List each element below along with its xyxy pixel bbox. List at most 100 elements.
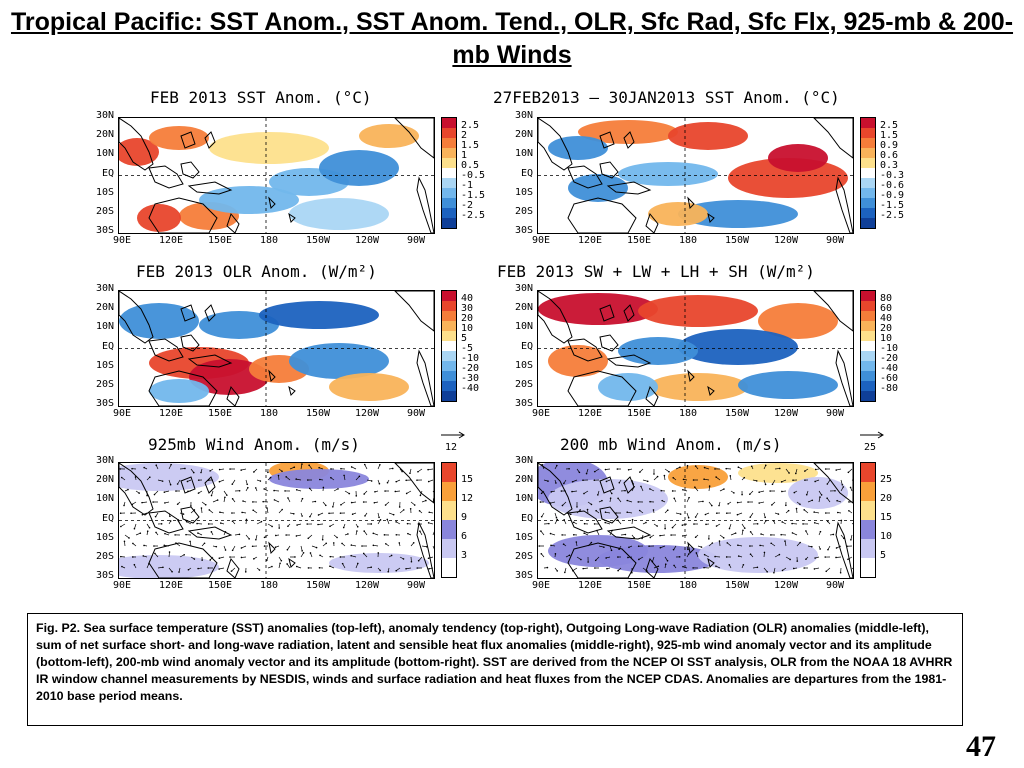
colorbar-swatch <box>442 520 456 539</box>
colorbar-label: 10 <box>880 333 893 344</box>
colorbar-swatch <box>861 501 875 520</box>
colorbar-swatch <box>442 148 456 158</box>
lat-label: EQ <box>101 167 114 179</box>
lon-label: 120E <box>577 408 603 419</box>
lat-label: 20N <box>95 474 114 486</box>
lon-label: 150E <box>626 580 652 591</box>
colorbar-label: -20 <box>461 363 480 374</box>
colorbar-swatch <box>861 178 875 188</box>
colorbar-swatch <box>861 391 875 401</box>
lon-label: 120E <box>158 580 184 591</box>
colorbar-label: 80 <box>880 293 893 304</box>
figure-caption: Fig. P2. Sea surface temperature (SST) a… <box>27 613 963 726</box>
lat-label: 10S <box>95 186 114 198</box>
colorbar-label: -2 <box>461 200 474 211</box>
lat-label: 10S <box>514 359 533 371</box>
colorbar-label: 15 <box>880 512 893 523</box>
map-sst <box>118 117 435 234</box>
colorbar-swatch <box>442 351 456 361</box>
colorbar-label: -20 <box>880 353 899 364</box>
lat-label: 10N <box>514 493 533 505</box>
colorbar-label: -1.5 <box>461 190 486 201</box>
lon-label: 150E <box>207 408 233 419</box>
colorbar-label: 2.5 <box>880 120 899 131</box>
colorbar-swatch <box>861 482 875 501</box>
colorbar-swatch <box>442 198 456 208</box>
lon-label: 90E <box>531 580 551 591</box>
colorbar-label: 2.5 <box>461 120 480 131</box>
colorbar-label: 40 <box>880 313 893 324</box>
colorbar-swatch <box>442 361 456 371</box>
lon-label: 180 <box>259 408 279 419</box>
lat-label: 10S <box>514 531 533 543</box>
lon-label: 150E <box>626 235 652 246</box>
colorbar-label: 0.5 <box>461 160 480 171</box>
lon-label: 150E <box>207 235 233 246</box>
colorbar-label: -0.3 <box>880 170 905 181</box>
lat-label: 30S <box>514 570 533 581</box>
lat-label: 30S <box>95 225 114 236</box>
lon-label: 90E <box>112 408 132 419</box>
lat-label: 30N <box>514 283 533 294</box>
colorbar-sst <box>441 117 457 229</box>
colorbar-swatch <box>861 520 875 539</box>
colorbar-label: 3 <box>461 550 468 561</box>
lon-label: 120E <box>577 235 603 246</box>
lat-label: EQ <box>520 167 533 179</box>
colorbar-swatch <box>861 558 875 577</box>
map-field-sst-tend <box>538 118 853 233</box>
lon-label: 120W <box>354 408 380 419</box>
lon-label: 150W <box>305 580 331 591</box>
colorbar-wind925 <box>441 462 457 578</box>
colorbar-label: -2.5 <box>461 210 486 221</box>
colorbar-label: 15 <box>461 474 474 485</box>
colorbar-swatch <box>861 148 875 158</box>
lat-label: 20N <box>514 474 533 486</box>
panel-title-flux: FEB 2013 SW + LW + LH + SH (W/m²) <box>497 262 815 281</box>
lat-label: 10N <box>514 148 533 160</box>
colorbar-swatch <box>861 321 875 331</box>
colorbar-label: 10 <box>880 531 893 542</box>
colorbar-swatch <box>861 361 875 371</box>
colorbar-label: -2.5 <box>880 210 905 221</box>
colorbar-sst-tend <box>860 117 876 229</box>
colorbar-olr <box>441 290 457 402</box>
colorbar-flux <box>860 290 876 402</box>
colorbar-swatch <box>861 158 875 168</box>
colorbar-label: -1.5 <box>880 200 905 211</box>
lat-label: 10S <box>95 359 114 371</box>
colorbar-label: 12 <box>461 493 474 504</box>
colorbar-label: -10 <box>461 353 480 364</box>
lat-label: 30N <box>95 110 114 121</box>
lon-label: 180 <box>678 580 698 591</box>
reference-arrow-icon <box>441 431 465 439</box>
colorbar-label: 0.6 <box>880 150 899 161</box>
map-field-wind200 <box>538 463 853 578</box>
map-field-olr <box>119 291 434 406</box>
colorbar-label: -80 <box>880 383 899 394</box>
reference-arrow-icon <box>860 431 884 439</box>
lat-label: 20N <box>95 129 114 141</box>
colorbar-label: -1 <box>461 180 474 191</box>
colorbar-swatch <box>442 301 456 311</box>
colorbar-label: 40 <box>461 293 474 304</box>
lon-label: 120W <box>354 580 380 591</box>
colorbar-label: -10 <box>880 343 899 354</box>
colorbar-swatch <box>442 128 456 138</box>
lat-label: 10N <box>95 148 114 160</box>
lon-label: 90E <box>112 580 132 591</box>
colorbar-swatch <box>442 391 456 401</box>
colorbar-label: 1.5 <box>461 140 480 151</box>
colorbar-label: 2 <box>461 130 468 141</box>
colorbar-label: -30 <box>461 373 480 384</box>
page-number: 47 <box>966 730 996 763</box>
lon-label: 180 <box>678 408 698 419</box>
lat-label: 30N <box>95 455 114 466</box>
colorbar-swatch <box>442 539 456 558</box>
colorbar-swatch <box>861 208 875 218</box>
lon-label: 90W <box>406 408 426 419</box>
lon-label: 120W <box>773 235 799 246</box>
lat-label: 10N <box>95 321 114 333</box>
lon-label: 90E <box>531 235 551 246</box>
colorbar-swatch <box>442 482 456 501</box>
